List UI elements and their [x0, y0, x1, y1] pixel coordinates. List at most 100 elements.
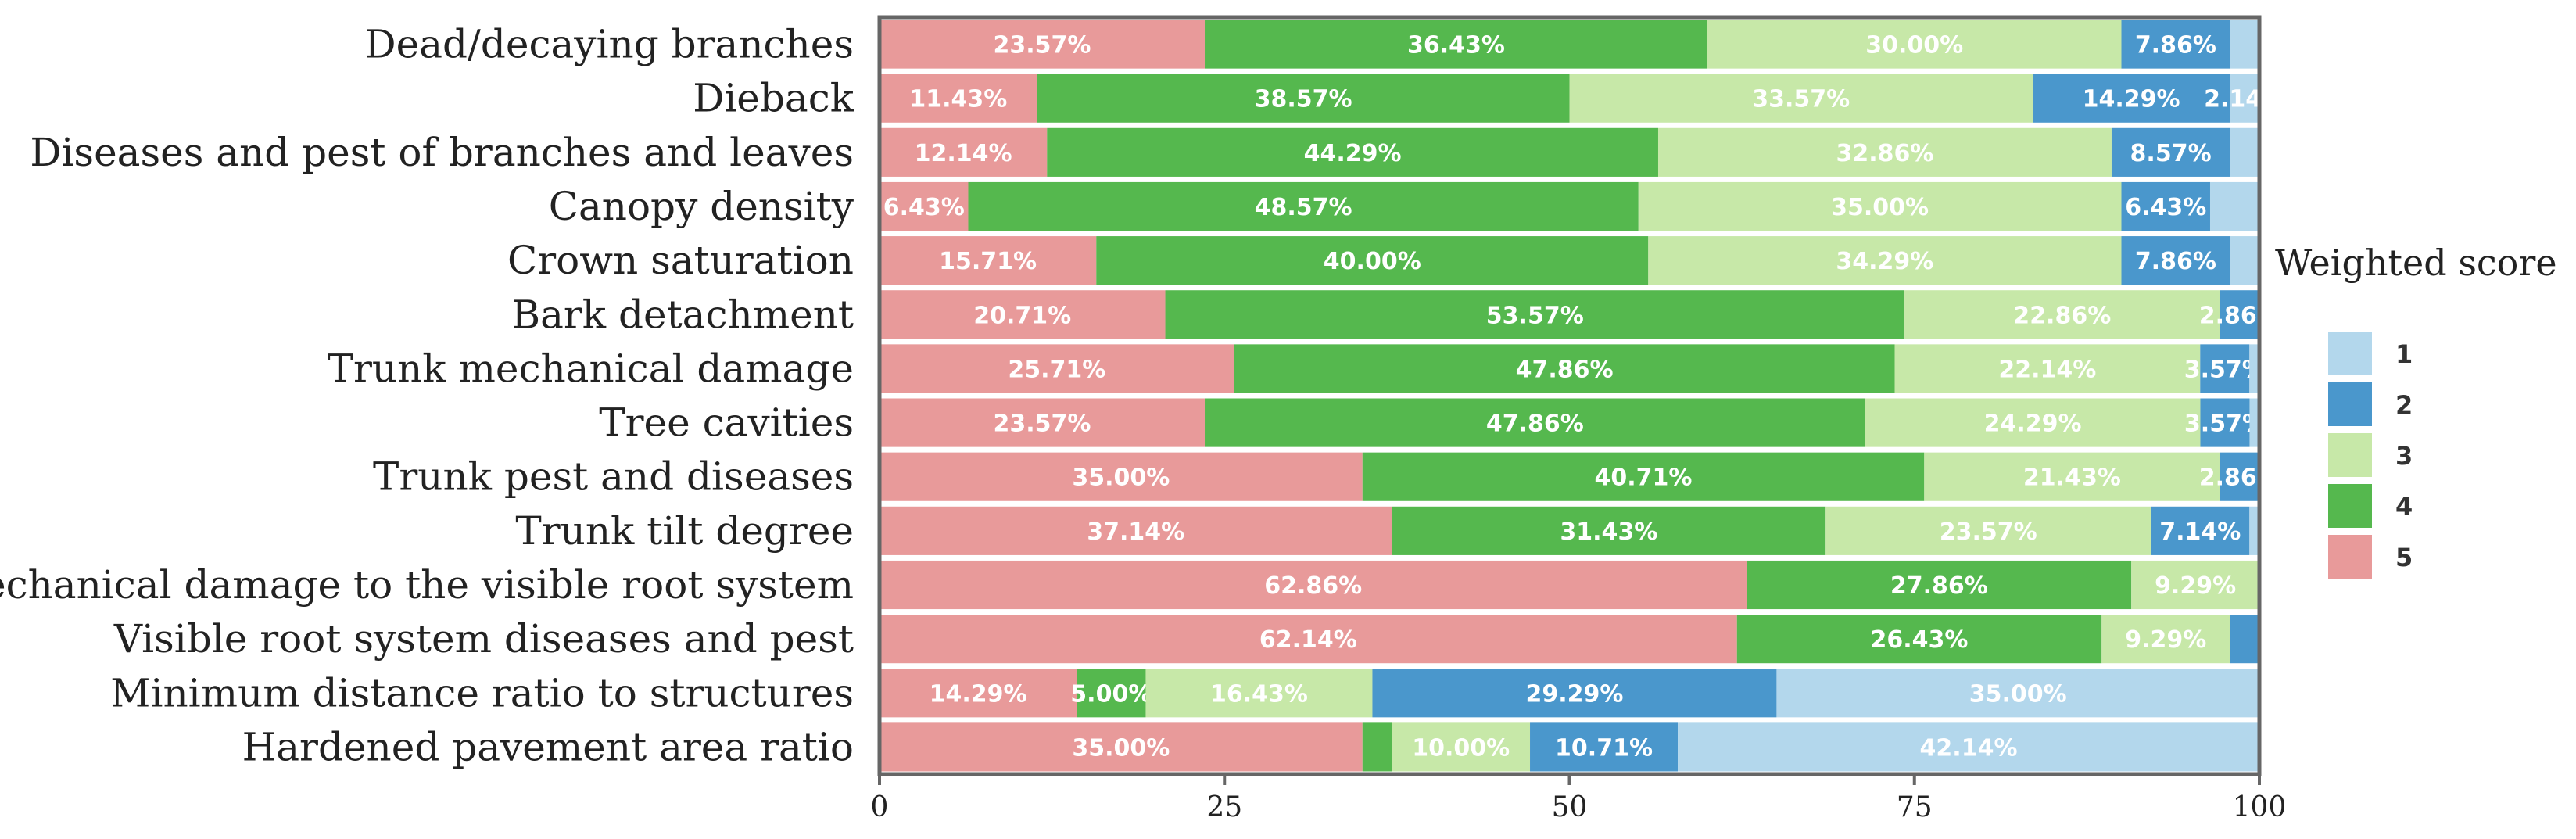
bar-segment-score-4 [1392, 506, 1826, 555]
bar-segment-score-4 [1736, 615, 2102, 664]
bar-segment-score-1 [2230, 20, 2259, 69]
category-label: Mechanical damage to the visible root sy… [0, 562, 854, 608]
data-label: 22.86% [2013, 302, 2111, 329]
data-label: 23.57% [994, 32, 1091, 59]
data-label: 10.00% [1412, 734, 1510, 762]
bar-segment-score-1 [2230, 236, 2259, 285]
bar-segment-score-2 [2220, 290, 2259, 339]
data-label: 7.14% [2159, 518, 2241, 546]
bar-segment-score-4 [1205, 398, 1865, 447]
bar-segment-score-5 [880, 290, 1166, 339]
bar-segment-score-2 [2111, 127, 2230, 177]
data-label: 32.86% [1836, 140, 1934, 167]
data-label: 9.29% [2155, 572, 2236, 600]
bar-segment-score-2 [2200, 344, 2250, 393]
bar-segment-score-1 [2230, 127, 2259, 177]
bar-segment-score-4 [1096, 236, 1649, 285]
data-label: 31.43% [1560, 518, 1657, 546]
data-label: 44.29% [1304, 140, 1402, 167]
legend-swatch-score-1 [2328, 332, 2372, 375]
data-label: 2.14% [2204, 86, 2285, 113]
category-label: Tree cavities [599, 400, 854, 446]
category-label: Bark detachment [511, 292, 854, 337]
legend-label: 2 [2395, 390, 2413, 420]
bar-segment-score-3 [1904, 290, 2220, 339]
bar-segment-score-4 [1165, 290, 1905, 339]
bar-segment-score-2 [2200, 398, 2250, 447]
data-label: 9.29% [2125, 626, 2206, 654]
data-label: 6.43% [883, 194, 965, 221]
data-label: 37.14% [1087, 518, 1184, 546]
data-label: 10.71% [1555, 734, 1653, 762]
category-label: Diseases and pest of branches and leaves [30, 130, 854, 175]
data-label: 35.00% [1072, 464, 1170, 492]
data-label: 23.57% [1940, 518, 2037, 546]
legend-title: Weighted score [2275, 242, 2557, 284]
data-label: 35.00% [1072, 734, 1170, 762]
bar-segment-score-5 [880, 560, 1747, 610]
data-label: 29.29% [1525, 680, 1623, 708]
bar-segment-score-5 [880, 615, 1737, 664]
bar-segment-score-1 [1776, 669, 2259, 718]
legend: Weighted score 1 2 3 4 5 [2275, 242, 2557, 579]
category-labels: Dead/decaying branches Dieback Diseases an… [0, 22, 854, 770]
bar-segment-score-3 [1145, 669, 1373, 718]
bar-segment-score-2 [2151, 506, 2250, 555]
x-tick-label: 0 [871, 791, 889, 823]
category-label: Visible root system diseases and pest [113, 616, 854, 662]
data-label: 7.86% [2135, 248, 2216, 275]
bar-segment-score-1 [2230, 74, 2259, 123]
data-label: 35.00% [1831, 194, 1929, 221]
bar-segment-score-1 [2209, 181, 2259, 231]
data-label: 30.00% [1865, 32, 1963, 59]
data-label: 22.14% [1998, 356, 2096, 383]
data-label: 34.29% [1836, 248, 1933, 275]
bars-layer: 23.57% 36.43% 30.00% 7.86% 11.43% 38.57% 33.57… [880, 20, 2285, 772]
data-label: 16.43% [1210, 680, 1308, 708]
bar-segment-score-2 [2121, 236, 2230, 285]
data-label: 14.29% [930, 680, 1027, 708]
bar-segment-score-5 [880, 506, 1392, 555]
bar-segment-score-3 [2101, 615, 2230, 664]
data-label: 48.57% [1255, 194, 1352, 221]
bar-segment-score-5 [880, 452, 1363, 501]
data-label: 62.86% [1264, 572, 1362, 600]
x-axis: 0 25 50 75 100 [871, 15, 2287, 823]
data-label: 40.71% [1595, 464, 1693, 492]
category-label: Trunk mechanical damage [328, 346, 854, 391]
bar-segment-score-5 [880, 722, 1363, 772]
data-label: 23.57% [994, 411, 1091, 438]
bar-segment-score-2 [2033, 74, 2230, 123]
data-label: 25.71% [1008, 356, 1105, 383]
bar-segment-score-3 [1707, 20, 2122, 69]
data-label: 2.86% [2199, 464, 2280, 492]
legend-swatch-score-3 [2328, 433, 2372, 477]
bar-segment-score-3 [1865, 398, 2201, 447]
data-label: 20.71% [973, 302, 1071, 329]
data-label: 27.86% [1890, 572, 1988, 600]
legend-label: 5 [2395, 543, 2413, 572]
bar-segment-score-2 [2121, 20, 2230, 69]
x-tick-label: 100 [2233, 791, 2287, 823]
bar-segment-score-1 [2249, 344, 2259, 393]
data-label: 26.43% [1871, 626, 1969, 654]
bar-segment-score-4 [1234, 344, 1895, 393]
bar-segment-score-1 [2249, 506, 2259, 555]
bar-segment-score-2 [1372, 669, 1777, 718]
legend-swatch-score-2 [2328, 382, 2372, 426]
bar-segment-score-3 [1392, 722, 1531, 772]
category-label: Minimum distance ratio to structures [110, 670, 854, 715]
data-label: 53.57% [1486, 302, 1584, 329]
data-label: 24.29% [1984, 411, 2082, 438]
data-label: 7.86% [2135, 32, 2216, 59]
data-label: 14.29% [2083, 86, 2180, 113]
category-label: Canopy density [549, 184, 854, 229]
bar-segment-score-4 [1747, 560, 2132, 610]
x-tick-label: 75 [1897, 791, 1933, 823]
bar-segment-score-2 [2230, 615, 2259, 664]
bar-segment-score-2 [1530, 722, 1679, 772]
bar-segment-score-4 [1362, 452, 1925, 501]
bar-segment-score-5 [880, 398, 1206, 447]
category-label: Trunk tilt degree [515, 508, 854, 554]
category-label: Crown saturation [507, 238, 854, 283]
